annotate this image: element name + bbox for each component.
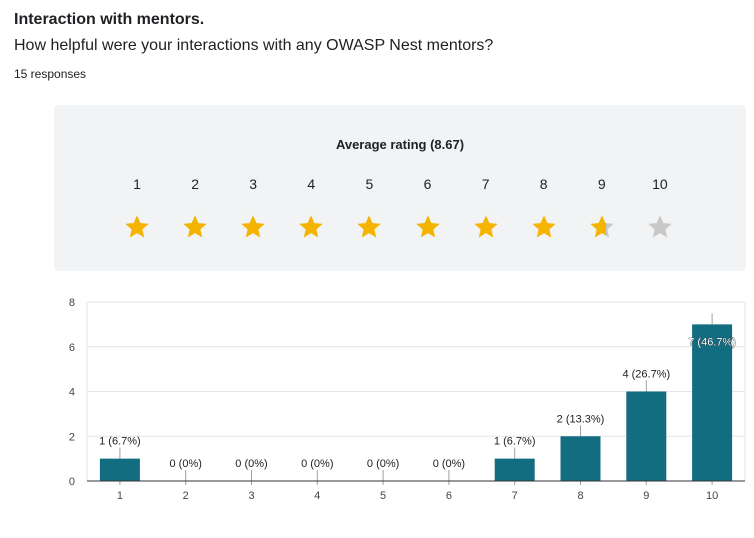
star-icon xyxy=(415,215,440,238)
data-label: 0 (0%) xyxy=(235,458,267,470)
bar xyxy=(692,324,733,481)
data-label: 7 (46.7%) xyxy=(688,336,736,348)
bar xyxy=(99,458,140,481)
x-tick-label: 9 xyxy=(643,490,649,502)
star-icon xyxy=(299,215,323,238)
x-tick-label: 8 xyxy=(577,490,583,502)
star-icon xyxy=(241,215,265,238)
y-tick-label: 0 xyxy=(69,476,75,488)
rating-scale-label: 6 xyxy=(423,176,432,192)
x-tick-label: 6 xyxy=(446,490,452,502)
rating-scale-label: 9 xyxy=(597,176,606,192)
star-icon xyxy=(473,215,498,238)
star-icon xyxy=(357,215,382,238)
bar xyxy=(626,391,667,481)
question-text: How helpful were your interactions with … xyxy=(14,37,494,54)
data-label: 1 (6.7%) xyxy=(99,436,141,448)
data-label: 2 (13.3%) xyxy=(557,413,605,425)
star-icon xyxy=(532,215,556,238)
rating-scale-label: 10 xyxy=(652,176,668,192)
x-tick-label: 4 xyxy=(314,490,320,502)
data-label: 0 (0%) xyxy=(169,458,201,470)
data-label: 0 (0%) xyxy=(433,458,465,470)
data-label: 4 (26.7%) xyxy=(622,369,670,381)
y-tick-label: 8 xyxy=(69,297,75,309)
star-icon xyxy=(648,215,672,238)
x-tick-label: 7 xyxy=(512,490,518,502)
question-title: Interaction with mentors. xyxy=(14,11,205,28)
x-tick-label: 10 xyxy=(706,490,718,502)
x-tick-label: 2 xyxy=(183,490,189,502)
rating-scale-label: 2 xyxy=(191,176,199,192)
rating-scale-label: 3 xyxy=(249,176,258,192)
rating-scale-label: 4 xyxy=(307,176,316,192)
data-label: 0 (0%) xyxy=(367,458,399,470)
y-tick-label: 2 xyxy=(69,431,75,443)
rating-scale: 1 2 3 4 5 6 7 8 9 10 xyxy=(54,105,746,271)
rating-summary-panel: Average rating (8.67) 1 2 3 4 5 6 7 8 9 10 xyxy=(54,105,746,271)
x-tick-label: 5 xyxy=(380,490,386,502)
rating-scale-label: 5 xyxy=(365,176,374,192)
x-tick-label: 3 xyxy=(248,490,254,502)
rating-scale-label: 1 xyxy=(133,176,141,192)
star-icon xyxy=(183,215,207,238)
y-tick-label: 4 xyxy=(69,387,75,399)
bar xyxy=(560,436,601,481)
star-icon xyxy=(590,215,614,238)
y-tick-label: 6 xyxy=(69,342,75,354)
rating-scale-label: 7 xyxy=(481,176,490,192)
data-label: 0 (0%) xyxy=(301,458,333,470)
average-rating-title: Average rating (8.67) xyxy=(335,137,465,152)
star-icon xyxy=(125,215,149,238)
response-bar-chart: 0 2 4 6 8 1 (6.7%) 1 0 (0%) 2 0 (0%) 3 0 (0%) 4 0 (0%… xyxy=(69,297,746,502)
response-count: 15 responses xyxy=(14,67,87,81)
rating-scale-label: 8 xyxy=(539,176,548,192)
x-tick-label: 1 xyxy=(117,490,123,502)
bar xyxy=(494,458,535,481)
data-label: 1 (6.7%) xyxy=(494,436,536,448)
